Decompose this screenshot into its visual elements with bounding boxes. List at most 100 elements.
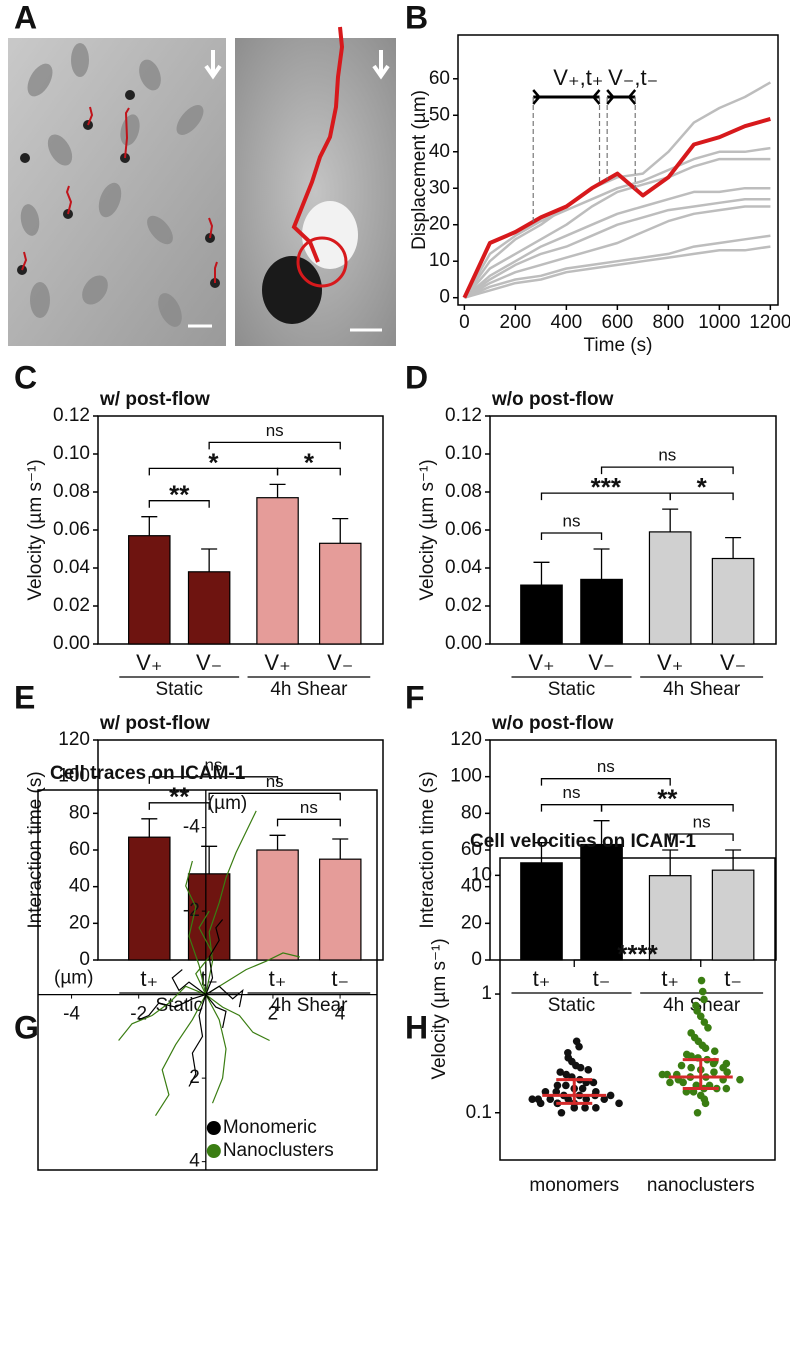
bar <box>580 843 623 961</box>
significance-label: ns <box>266 421 284 440</box>
data-point <box>564 1048 572 1057</box>
y-axis-label: (µm) <box>208 793 247 814</box>
data-point <box>528 1095 537 1104</box>
significance-bracket <box>600 466 734 475</box>
error-bar <box>141 818 158 838</box>
flow-arrow <box>204 50 222 80</box>
significance-label: ns <box>204 755 222 774</box>
cell-trace <box>195 910 214 995</box>
panel-label: A <box>14 0 37 35</box>
x-tick-label: 2 <box>268 1004 279 1025</box>
line-series <box>463 81 772 299</box>
significance-bracket <box>540 804 603 812</box>
chart-title: Cell velocities on ICAM-1 <box>470 831 696 852</box>
data-point <box>704 1023 712 1032</box>
error-bar <box>533 561 550 586</box>
cell-trace <box>205 994 270 1042</box>
cell-trace <box>205 994 227 1029</box>
x-tick-label: V₋ <box>588 650 614 675</box>
y-tick-label: 1 <box>481 983 492 1004</box>
y-tick-label: 0.06 <box>53 519 90 540</box>
x-tick-label: V₋ <box>196 650 222 675</box>
y-axis-label: Displacement (µm) <box>409 90 430 250</box>
cell-trace <box>138 994 206 1021</box>
chart-title: w/o post-flow <box>491 389 614 410</box>
y-tick-label: 10 <box>471 864 492 885</box>
legend-marker <box>206 1121 221 1135</box>
significance-bracket <box>208 792 341 801</box>
y-tick-label: 120 <box>450 729 482 750</box>
significance-label: ** <box>657 784 678 814</box>
cell-trace <box>185 860 207 995</box>
x-tick-label: 600 <box>602 312 634 333</box>
x-tick-label: nanoclusters <box>647 1175 755 1196</box>
error-bar <box>725 536 742 559</box>
data-point <box>534 1095 543 1104</box>
y-tick-label: 80 <box>69 802 90 823</box>
y-tick-label: 0.04 <box>53 557 90 578</box>
bar <box>318 858 362 961</box>
group-label: Static <box>548 995 596 1016</box>
cell-trace <box>171 969 207 996</box>
x-tick-label: 1200 <box>749 312 790 333</box>
significance-label: ns <box>563 511 581 530</box>
x-tick-label: t₋ <box>724 966 742 991</box>
bar <box>256 497 299 645</box>
data-point <box>687 1029 695 1037</box>
x-tick-label: t₊ <box>269 966 287 991</box>
significance-bracket <box>600 804 734 812</box>
data-point <box>572 1037 581 1046</box>
chart-title: w/ post-flow <box>99 713 210 734</box>
error-bar <box>725 849 742 871</box>
group-label: 4h Shear <box>663 995 741 1016</box>
bar <box>128 535 171 645</box>
significance-bracket <box>669 492 734 501</box>
data-point <box>697 976 706 985</box>
panel-label: H <box>405 1009 428 1045</box>
group-label: 4h Shear <box>270 679 348 700</box>
error-bar <box>332 838 349 860</box>
cell-bright <box>302 201 358 269</box>
x-tick-label: t₊ <box>533 966 551 991</box>
significance-label: * <box>304 447 315 477</box>
cell-tracks <box>21 106 218 283</box>
legend-label: Nanoclusters <box>223 1140 334 1161</box>
cell-trace <box>205 810 257 995</box>
panel-label: E <box>14 679 35 715</box>
significance-label: ns <box>563 783 581 802</box>
chart-title: w/o post-flow <box>491 713 614 734</box>
x-tick-label: 200 <box>500 312 532 333</box>
line-series <box>463 197 771 299</box>
panel-label: B <box>405 0 428 35</box>
y-tick-label: 80 <box>461 802 482 823</box>
y-tick-label: 40 <box>69 876 90 897</box>
significance-label: ** <box>169 782 190 812</box>
panel-label: D <box>405 359 428 395</box>
y-tick-label: 2 <box>189 1067 200 1088</box>
y-tick-label: 0.06 <box>445 519 482 540</box>
x-tick-label: V₊ <box>136 650 162 675</box>
panel-label: C <box>14 359 37 395</box>
data-point <box>700 1018 709 1026</box>
y-axis-label: Velocity (µm s⁻¹) <box>417 459 438 600</box>
data-point <box>570 1104 579 1112</box>
y-tick-label: 20 <box>461 912 482 933</box>
error-bar <box>201 548 218 572</box>
y-tick-label: 0.12 <box>53 405 90 426</box>
x-tick-label: 0 <box>459 312 470 333</box>
data-point <box>710 1068 718 1076</box>
data-point <box>700 995 708 1004</box>
y-tick-label: 0 <box>471 949 482 970</box>
significance-label: * <box>208 447 219 477</box>
data-point <box>693 1108 702 1117</box>
cell-trace <box>205 952 300 996</box>
significance-bracket <box>148 776 279 784</box>
y-tick-label: -2 <box>183 900 200 921</box>
y-tick-label: 10 <box>429 250 450 271</box>
bar <box>711 869 755 961</box>
data-point <box>552 1088 561 1096</box>
data-point <box>546 1095 555 1104</box>
y-tick-label: 4 <box>189 1151 200 1172</box>
data-point <box>666 1078 674 1087</box>
